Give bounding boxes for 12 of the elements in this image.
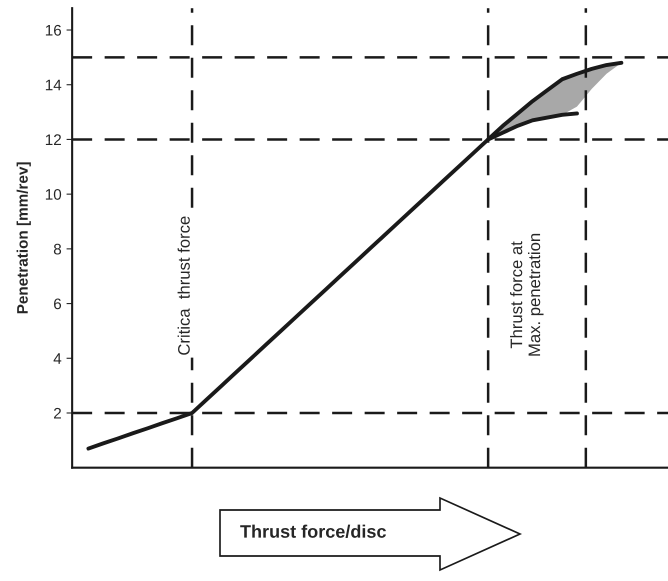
y-tick-label: 4	[54, 353, 62, 364]
annotation: Critica thrust force	[178, 216, 190, 355]
y-tick-label: 14	[46, 80, 62, 90]
y-tick-label: 12	[46, 134, 61, 145]
y-tick-label: 10	[46, 189, 62, 200]
y-tick-label: 16	[46, 24, 62, 36]
y-tick-label: 2	[54, 408, 61, 419]
y-tick-label: 6	[54, 298, 62, 310]
x-axis-title: Thrust force/disc	[240, 524, 386, 538]
annotation: Thrust force at Max. penetration	[510, 234, 544, 356]
y-axis-title: Penetration [mm/rev]	[16, 162, 31, 314]
y-tick-label: 8	[54, 244, 62, 255]
